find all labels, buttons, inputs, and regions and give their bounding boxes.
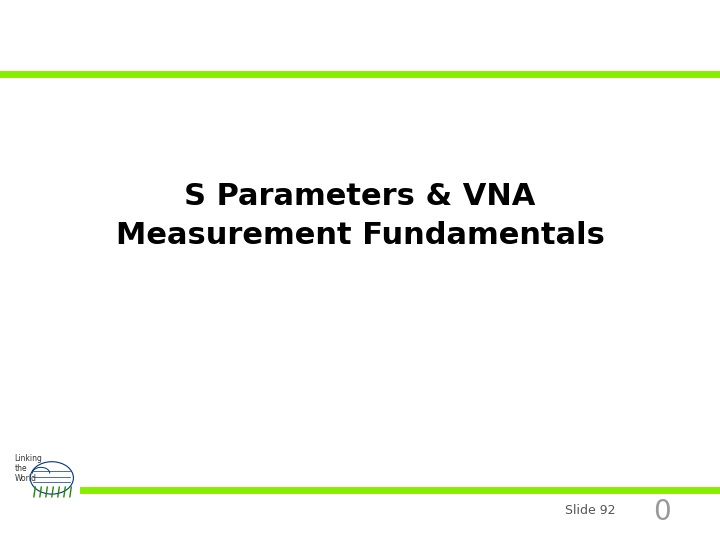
Text: 0: 0 — [654, 498, 671, 526]
Text: Slide 92: Slide 92 — [565, 504, 616, 517]
Text: Linking
the
World: Linking the World — [14, 454, 42, 483]
Text: S Parameters & VNA
Measurement Fundamentals: S Parameters & VNA Measurement Fundament… — [116, 183, 604, 249]
